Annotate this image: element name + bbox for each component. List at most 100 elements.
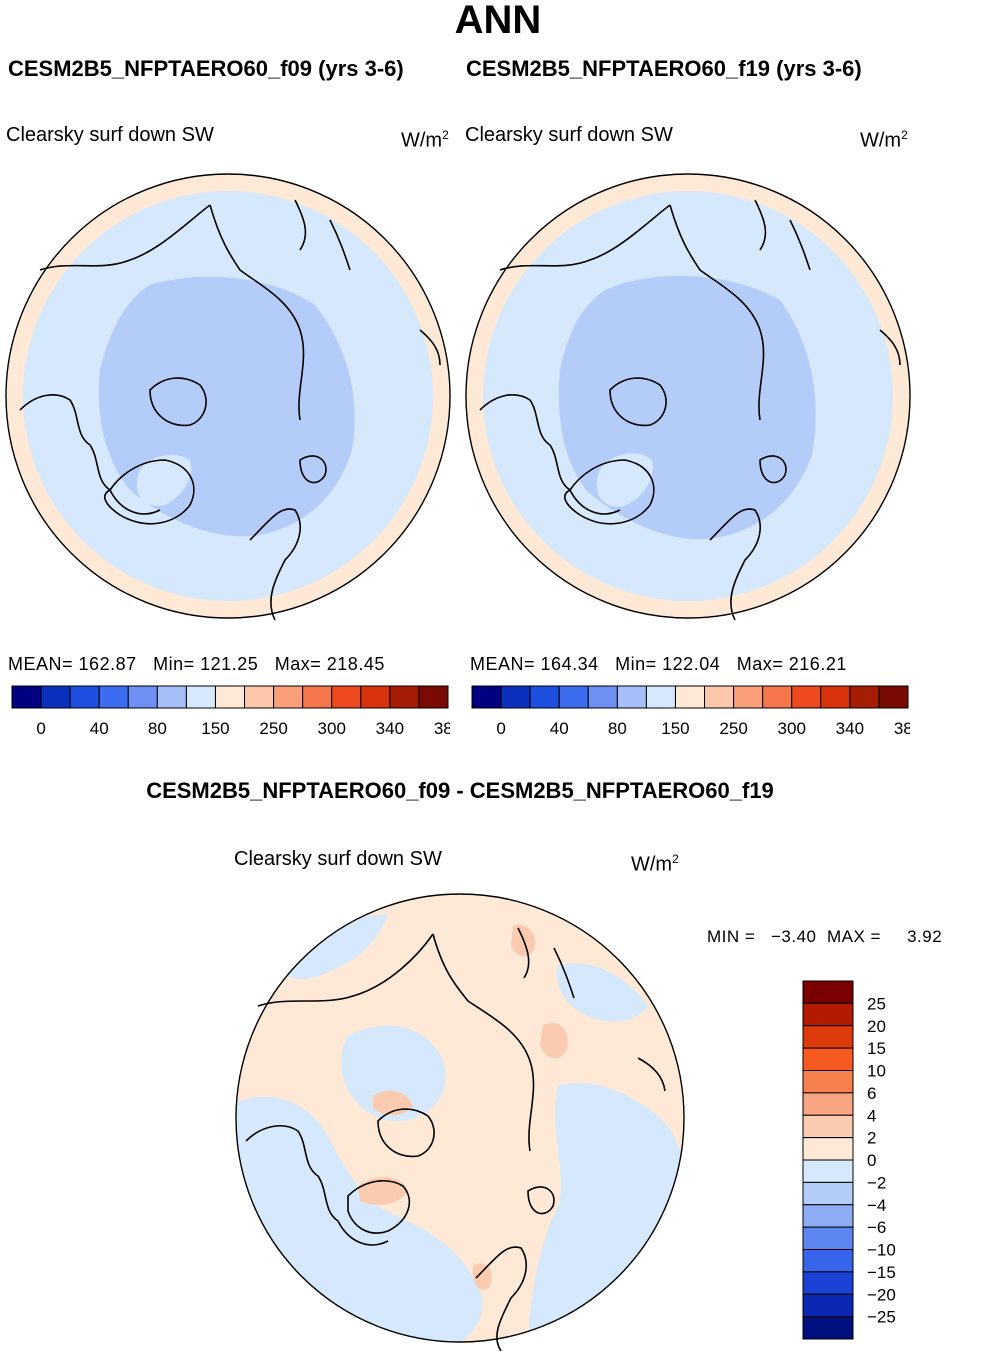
colorbar-swatch [802,1092,854,1116]
diff-negative-region-5 [556,963,648,1022]
colorbar-tick-label: −10 [867,1241,896,1260]
panel-2-variable-label: Clearsky surf down SW [465,124,673,146]
colorbar-swatch [389,685,420,709]
colorbar-swatch [802,1181,854,1206]
colorbar-tick-label: 300 [318,719,346,738]
panel-1-variable-label: Clearsky surf down SW [6,124,214,146]
panel-1-mean: 162.87 [78,654,137,674]
colorbar-tick-label: 380 [434,719,450,738]
colorbar-tick-label: 80 [148,719,167,738]
coastlines [19,199,441,621]
colorbar-swatch [802,1204,854,1228]
panel-2-polar-map [465,173,911,621]
panel-1-polar-map [5,173,451,621]
difference-variable-label: Clearsky surf down SW [234,848,442,870]
colorbar-swatch [802,1070,854,1094]
colorbar-swatch [98,685,129,709]
panel-1-case-title: CESM2B5_NFPTAERO60_f09 (yrs 3-6) [8,56,404,81]
colorbar-swatch [156,685,187,709]
colorbar-tick-label: 2 [867,1129,876,1148]
map-frame [465,173,911,619]
colorbar-swatch [802,1159,854,1183]
difference-polar-map [235,893,685,1351]
colorbar-swatch [674,685,706,709]
colorbar-swatch [558,685,589,709]
difference-max: 3.92 [907,927,943,946]
colorbar-swatch [40,685,71,709]
difference-title: CESM2B5_NFPTAERO60_f09 - CESM2B5_NFPTAER… [146,778,774,803]
colorbar-swatch [802,1293,854,1318]
panel-1-units: W/m2 [401,128,449,152]
colorbar-swatch [500,685,531,709]
panel-1-stats: MEAN= 162.87 Min= 121.25 Max= 218.45 [8,654,385,674]
greenland-light [596,453,653,507]
colorbar-tick-label: 150 [201,719,229,738]
colorbar-tick-label: 40 [90,719,109,738]
map-frame [235,893,685,1343]
colorbar-swatch [704,685,735,709]
colorbar-swatch [529,685,560,709]
colorbar-swatch [733,685,764,709]
colorbar-swatch [331,685,362,709]
colorbar-swatch [69,685,100,709]
colorbar-tick-label: 25 [867,994,886,1013]
colorbar-tick-label: 40 [550,719,569,738]
colorbar-swatch [244,685,275,709]
colorbar-swatch [616,685,647,709]
colorbar-swatch [302,685,333,709]
colorbar-tick-label: 380 [894,719,910,738]
colorbar-swatch [878,685,909,709]
colorbar-swatch [802,1316,854,1340]
figure-title: ANN [454,0,542,42]
colorbar-swatch [802,1114,854,1139]
colorbar-swatch [762,685,793,709]
colorbar-tick-label: 15 [867,1039,886,1058]
diff-positive-peach-2 [540,1022,568,1059]
colorbar-tick-label: 6 [867,1084,876,1103]
colorbar-swatch [471,685,502,709]
colorbar-swatch [820,685,851,709]
colorbar-swatch [802,1047,854,1071]
panel-2-case-title: CESM2B5_NFPTAERO60_f19 (yrs 3-6) [466,56,862,81]
colorbar-tick-label: 0 [36,719,45,738]
colorbar-tick-label: −4 [867,1196,886,1215]
colorbar-swatch [418,685,449,709]
colorbar-tick-label: 250 [719,719,747,738]
colorbar-tick-label: −25 [867,1308,896,1327]
colorbar-tick-label: −15 [867,1263,896,1282]
colorbar-swatch [802,1226,854,1250]
colorbar-swatch [645,685,676,709]
colorbar-swatch [849,685,880,709]
colorbar-tick-label: −20 [867,1285,896,1304]
panel-2-mean: 164.34 [540,654,599,674]
map-frame [5,173,451,619]
colorbar-swatch [791,685,822,709]
panel-2-colorbar: 0 40 80 150 250 300 340 380 [471,685,910,738]
colorbar-tick-label: 300 [778,719,806,738]
coastlines [245,927,666,1351]
colorbar-swatch [802,1002,854,1027]
coastlines [479,199,901,621]
panel-2-max: 216.21 [788,654,847,674]
colorbar-tick-label: 0 [867,1151,876,1170]
colorbar-swatch [802,1025,854,1049]
colorbar-swatch [802,1249,854,1273]
colorbar-tick-label: 10 [867,1062,886,1081]
colorbar-swatch [185,685,216,709]
panel-2-units: W/m2 [860,128,908,152]
panel-1-max: 218.45 [326,654,385,674]
colorbar-tick-label: −2 [867,1173,886,1192]
colorbar-swatch [360,685,391,709]
panel-1-min: 121.25 [200,654,259,674]
difference-units: W/m2 [631,852,679,876]
diff-negative-region-2 [341,1025,446,1122]
colorbar-swatch [273,685,304,709]
colorbar-tick-label: 340 [836,719,864,738]
panel-2-min: 122.04 [662,654,721,674]
colorbar-tick-label: 150 [661,719,689,738]
colorbar-swatch [587,685,618,709]
colorbar-tick-label: 0 [496,719,505,738]
colorbar-tick-label: 80 [608,719,627,738]
colorbar-swatch [127,685,158,709]
